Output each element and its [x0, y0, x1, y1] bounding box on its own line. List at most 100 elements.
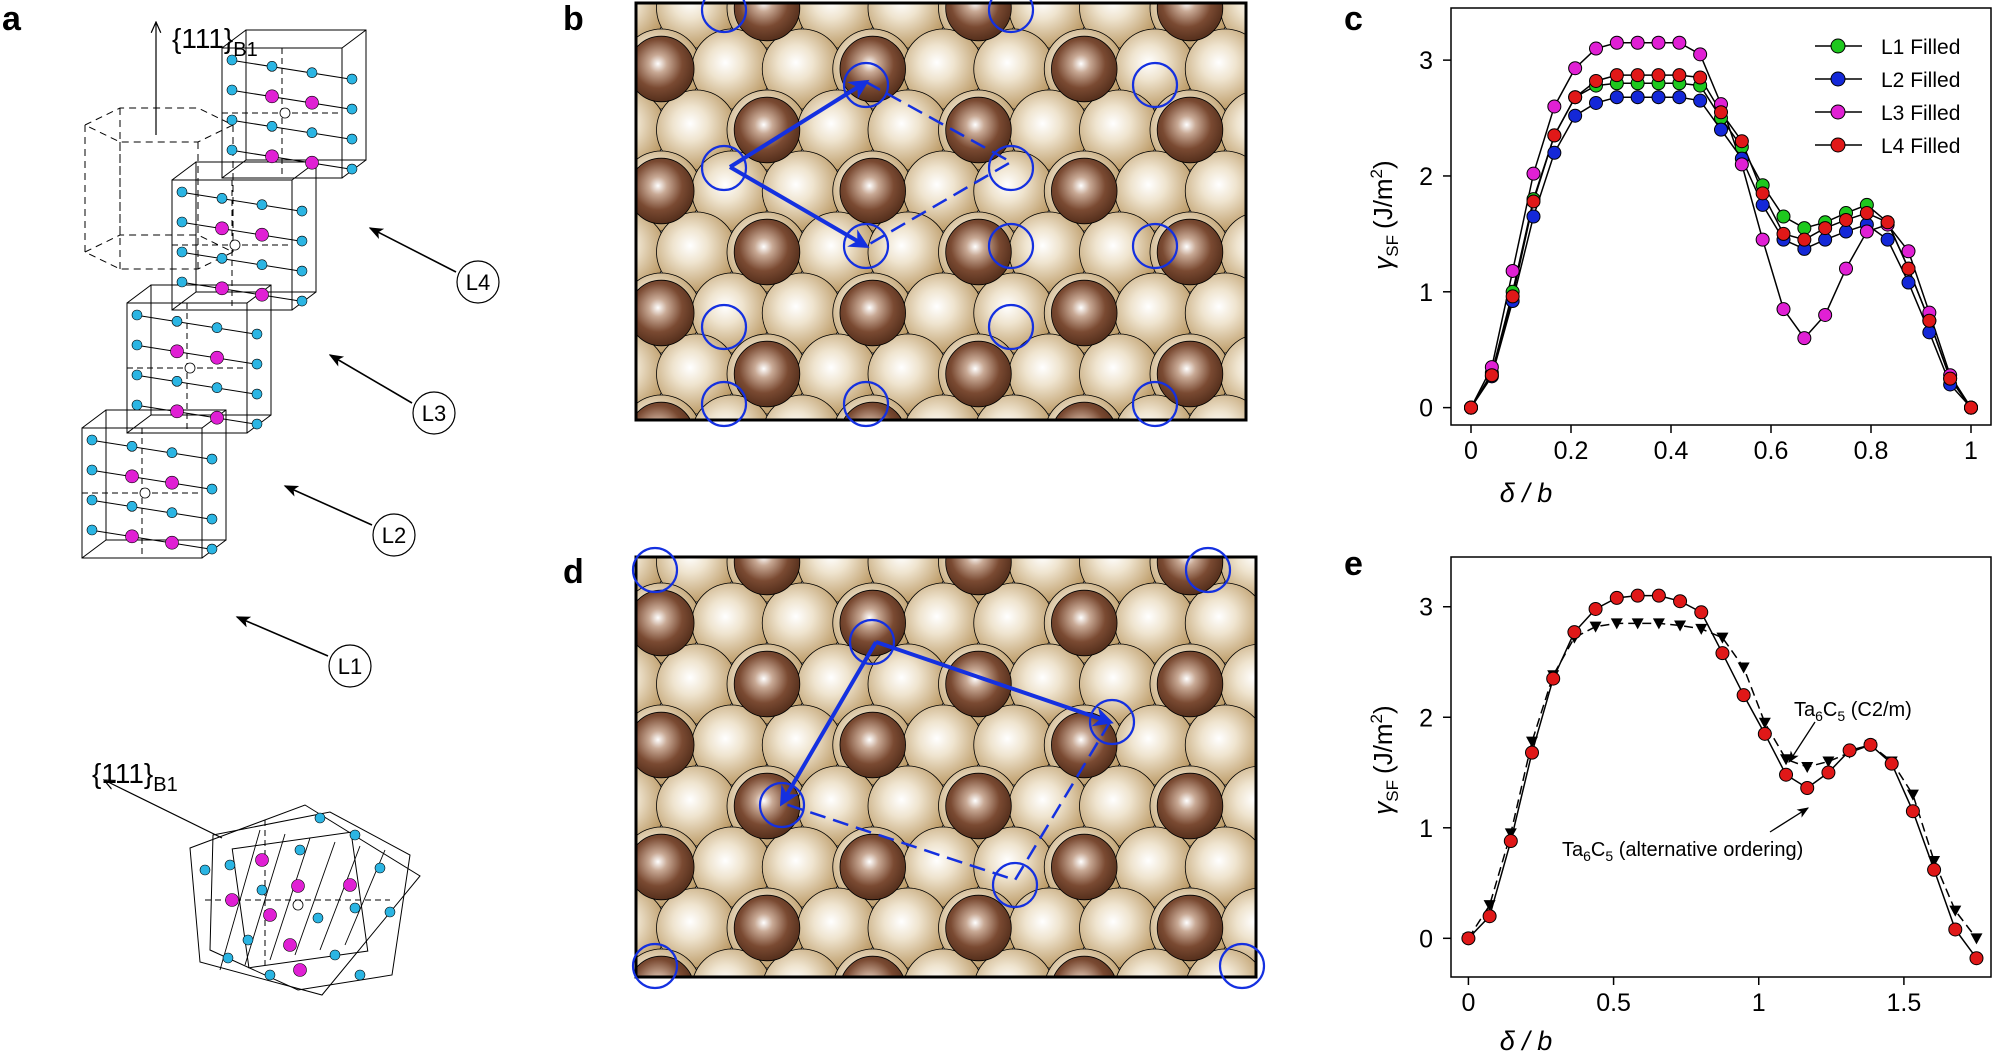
data-point [1859, 224, 1874, 239]
data-point [1801, 762, 1814, 773]
carbon-atom [265, 89, 279, 104]
metal-atom [86, 464, 98, 476]
chart-c-legend: L1 Filled L2 Filled L3 Filled L4 Filled [1815, 36, 1960, 158]
legend-marker [1830, 104, 1846, 120]
light-atom [516, 90, 596, 170]
lattice-overlay-d [631, 546, 1266, 990]
layer-label: L2 [382, 523, 406, 548]
carbon-atom [265, 149, 279, 164]
legend-entry: L2 Filled [1815, 69, 1960, 92]
data-point [1503, 834, 1518, 849]
light-atom [516, 456, 596, 536]
dark-atom [1263, 402, 1329, 468]
legend-marker [1830, 137, 1846, 153]
metal-atom [296, 235, 308, 247]
metal-atom [349, 902, 361, 914]
light-atom [694, 394, 770, 420]
data-point [1800, 781, 1815, 795]
interstitial-site [848, 618, 896, 666]
dark-atom [1263, 280, 1329, 346]
carbon-atom [255, 227, 269, 242]
data-point [1927, 862, 1942, 877]
light-atom [516, 1010, 596, 1058]
light-atom [1326, 461, 1406, 541]
data-point [1821, 765, 1836, 780]
light-atom [1291, 1010, 1371, 1058]
metal-atom [166, 447, 178, 458]
data-point [1964, 400, 1978, 415]
dark-atom [1263, 36, 1329, 102]
dark-atom [636, 35, 695, 103]
light-atom [904, 948, 982, 977]
light-atom [1221, 456, 1301, 536]
data-point [1949, 905, 1962, 917]
crystal-structure-diagram: {111}B1 L1 L2 L3 L4 {111}B1 [81, 22, 500, 996]
metal-atom [306, 127, 318, 138]
data-point [1672, 68, 1687, 83]
x-tick-label: 0.4 [1654, 437, 1689, 465]
light-atom [939, 1010, 1019, 1058]
metal-atom [312, 912, 324, 924]
light-atom [1255, 859, 1256, 875]
dark-atom [1051, 157, 1118, 225]
light-atom [551, 29, 631, 109]
light-atom [1044, 461, 1124, 541]
carbon-atom [165, 475, 179, 490]
light-atom [1256, 29, 1336, 109]
carbon-atom [210, 410, 224, 425]
x-tick-label: 0 [1464, 437, 1478, 465]
dark-atom [945, 772, 1012, 840]
data-point [1589, 41, 1603, 56]
carbon-atom [215, 221, 229, 236]
interstitial-site [700, 380, 748, 428]
carbon-atom [343, 878, 357, 892]
data-point [1797, 331, 1812, 346]
data-point [1758, 717, 1771, 729]
y-tick-label: 2 [1419, 704, 1433, 732]
legend-label: L4 Filled [1881, 135, 1960, 158]
chart-e-marks [1461, 588, 1984, 966]
x-tick-label: 1 [1752, 989, 1766, 1017]
metal-atom [199, 864, 211, 876]
dark-atom [636, 157, 695, 225]
y-tick-label: 1 [1419, 815, 1433, 843]
atom-lattice-b [516, 3, 1406, 536]
panel-letter-a: a [2, 0, 22, 38]
data-point [1970, 933, 1983, 945]
chart-e-axes: 0 0.5 1 1.5 0 1 2 3 [1419, 556, 1992, 1017]
legend-marker [1830, 71, 1846, 87]
dark-atom [839, 157, 906, 225]
metal-atom [211, 322, 223, 333]
metal-atom [126, 441, 138, 452]
metal-atom [166, 507, 178, 518]
annotation-c2m: Ta6C5 (C2/m) [1794, 699, 1912, 724]
light-atom [939, 456, 1019, 536]
dark-atom [1054, 401, 1114, 420]
vacancy-site [292, 899, 304, 911]
light-atom [1326, 395, 1406, 475]
metal-atom [226, 54, 238, 66]
annotation-arrow-alternative [1769, 807, 1809, 833]
data-point [1863, 737, 1878, 752]
x-tick-label: 0.2 [1554, 437, 1589, 465]
dark-atom [636, 401, 691, 420]
data-point [1880, 215, 1895, 230]
x-tick-label: 0.8 [1854, 437, 1889, 465]
metal-atom [354, 969, 366, 981]
legend-marker [1830, 38, 1846, 54]
metal-atom [126, 501, 138, 512]
data-point [1714, 122, 1728, 137]
data-point [1734, 134, 1749, 149]
dark-atom [636, 279, 695, 347]
metal-atom [329, 949, 341, 961]
light-atom [974, 461, 1054, 541]
metal-atom [346, 73, 358, 85]
dark-atom [1263, 956, 1329, 1022]
data-point [1695, 623, 1708, 635]
metal-atom [171, 376, 183, 387]
data-point [1589, 621, 1602, 633]
light-atom [903, 461, 983, 541]
data-point [1901, 244, 1916, 259]
data-point [1482, 909, 1497, 924]
